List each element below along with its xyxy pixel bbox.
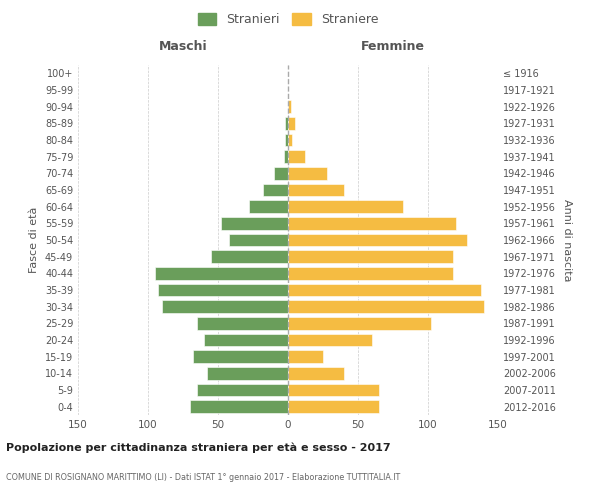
- Bar: [155, 267, 288, 280]
- Bar: [197, 317, 288, 330]
- Bar: [249, 200, 288, 213]
- Bar: [288, 400, 379, 413]
- Bar: [263, 184, 288, 196]
- Bar: [204, 334, 288, 346]
- Y-axis label: Anni di nascita: Anni di nascita: [562, 198, 572, 281]
- Bar: [288, 317, 431, 330]
- Text: Maschi: Maschi: [158, 40, 208, 54]
- Bar: [288, 200, 403, 213]
- Bar: [288, 267, 453, 280]
- Bar: [207, 367, 288, 380]
- Bar: [288, 300, 484, 313]
- Bar: [285, 134, 288, 146]
- Bar: [288, 100, 291, 113]
- Bar: [211, 250, 288, 263]
- Bar: [288, 234, 467, 246]
- Bar: [288, 217, 456, 230]
- Bar: [288, 350, 323, 363]
- Bar: [288, 150, 305, 163]
- Bar: [193, 350, 288, 363]
- Bar: [288, 167, 327, 179]
- Bar: [190, 400, 288, 413]
- Legend: Stranieri, Straniere: Stranieri, Straniere: [193, 8, 383, 31]
- Bar: [158, 284, 288, 296]
- Bar: [288, 284, 481, 296]
- Bar: [288, 134, 292, 146]
- Bar: [197, 384, 288, 396]
- Bar: [285, 117, 288, 130]
- Bar: [274, 167, 288, 179]
- Text: COMUNE DI ROSIGNANO MARITTIMO (LI) - Dati ISTAT 1° gennaio 2017 - Elaborazione T: COMUNE DI ROSIGNANO MARITTIMO (LI) - Dat…: [6, 472, 400, 482]
- Bar: [288, 367, 344, 380]
- Bar: [288, 384, 379, 396]
- Bar: [284, 150, 288, 163]
- Text: Popolazione per cittadinanza straniera per età e sesso - 2017: Popolazione per cittadinanza straniera p…: [6, 442, 391, 453]
- Bar: [288, 334, 372, 346]
- Bar: [288, 250, 453, 263]
- Text: Femmine: Femmine: [361, 40, 425, 54]
- Bar: [162, 300, 288, 313]
- Bar: [229, 234, 288, 246]
- Bar: [288, 117, 295, 130]
- Bar: [288, 184, 344, 196]
- Bar: [221, 217, 288, 230]
- Y-axis label: Fasce di età: Fasce di età: [29, 207, 39, 273]
